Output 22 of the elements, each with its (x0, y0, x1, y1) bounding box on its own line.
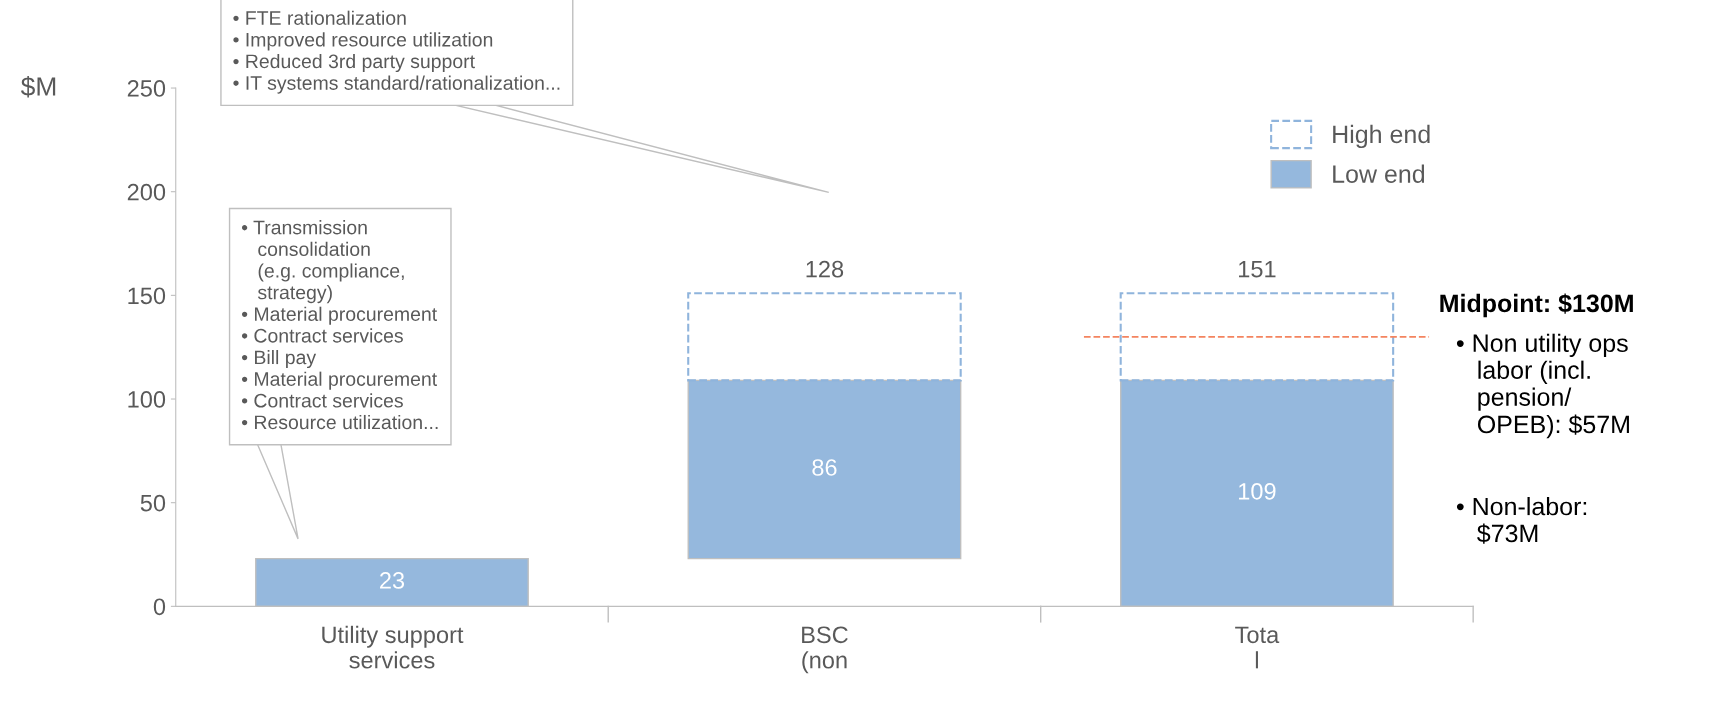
y-tick-label: 150 (128, 287, 166, 305)
text: • Transmission consolidation (e.g. compliance, strategy) • Material procurement • Contract services • Bill pay • Material procurement • Contract services • Resource utilization... (241, 220, 438, 430)
y-tick-label: 50 (140, 494, 166, 512)
y-tick-label: 0 (153, 598, 166, 616)
x-tick-label: Tota l (1235, 626, 1280, 669)
x-tick-label: Utility support services (322, 625, 464, 669)
annotation: • FTE rationalization • Improved resource utilization • Reduced 3rd party support • IT systems standard/rationalization... (233, 10, 560, 94)
y-tick-label: 250 (127, 80, 166, 97)
legend-label: Low end (1333, 164, 1425, 183)
annotation: • Non-labor: $73M (1456, 497, 1587, 544)
annotation: 151 (1239, 261, 1276, 278)
y-axis-title: $M (20, 76, 56, 98)
annotation: • Non utility ops labor (incl. pension/ OPEB): $57M (1456, 333, 1629, 439)
x-tick-label: BSC (non (802, 626, 848, 674)
data-label: 23 (380, 572, 405, 589)
y-tick-label: 200 (127, 183, 166, 201)
data-label: 109 (1239, 482, 1276, 500)
y-tick-label: 100 (128, 391, 166, 408)
ref-line-label: Midpoint: $130M (1440, 293, 1633, 318)
data-label: 86 (812, 459, 837, 476)
legend-label: High end (1333, 124, 1430, 149)
annotation: 128 (806, 260, 844, 278)
